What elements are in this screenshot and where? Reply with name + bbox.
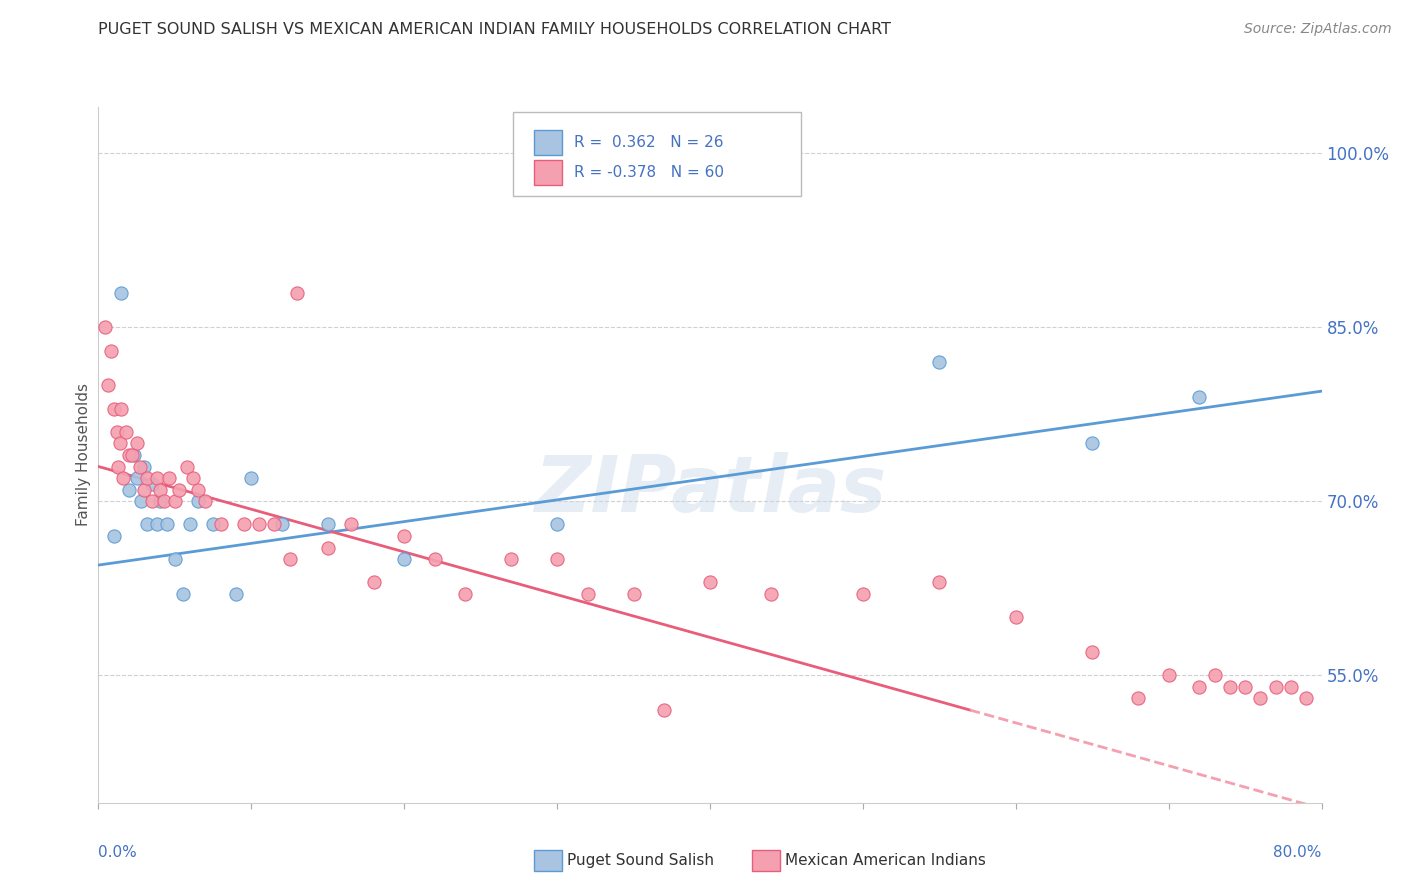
Point: [423, 552, 446, 566]
Point: [1295, 691, 1317, 706]
Point: [1264, 680, 1286, 694]
Point: [129, 494, 152, 508]
Point: [194, 494, 217, 508]
Point: [141, 476, 163, 491]
Point: [1188, 390, 1211, 404]
Point: [128, 459, 150, 474]
Point: [111, 471, 134, 485]
Point: [852, 587, 875, 601]
Point: [546, 517, 568, 532]
Point: [454, 587, 477, 601]
Text: Puget Sound Salish: Puget Sound Salish: [567, 854, 714, 868]
Point: [278, 552, 301, 566]
Point: [501, 552, 523, 566]
Point: [141, 494, 163, 508]
Point: [134, 459, 156, 474]
Point: [576, 587, 599, 601]
Point: [103, 401, 125, 416]
Point: [149, 483, 172, 497]
Point: [136, 471, 159, 485]
Point: [1204, 668, 1226, 682]
Text: ZIPatlas: ZIPatlas: [534, 451, 886, 528]
Point: [339, 517, 361, 532]
Point: [169, 483, 191, 497]
Point: [652, 703, 675, 717]
Point: [122, 448, 145, 462]
Point: [1188, 680, 1211, 694]
Point: [118, 483, 141, 497]
Point: [1250, 691, 1272, 706]
Point: [145, 517, 167, 532]
Point: [392, 529, 416, 543]
Point: [136, 517, 159, 532]
Point: [363, 575, 385, 590]
Point: [157, 471, 180, 485]
Point: [392, 552, 416, 566]
Text: 80.0%: 80.0%: [1274, 845, 1322, 860]
Point: [107, 459, 129, 474]
Point: [163, 494, 186, 508]
Point: [176, 459, 198, 474]
Point: [1081, 645, 1104, 659]
Point: [163, 552, 186, 566]
Point: [285, 285, 308, 300]
Point: [97, 378, 120, 392]
Point: [121, 448, 143, 462]
Point: [209, 517, 232, 532]
Point: [240, 471, 263, 485]
Point: [225, 587, 247, 601]
Point: [93, 320, 115, 334]
Point: [761, 587, 783, 601]
Point: [172, 587, 194, 601]
Text: Source: ZipAtlas.com: Source: ZipAtlas.com: [1244, 22, 1392, 37]
Point: [187, 494, 209, 508]
Point: [202, 517, 225, 532]
Point: [270, 517, 294, 532]
Point: [928, 575, 950, 590]
Text: R =  0.362   N = 26: R = 0.362 N = 26: [574, 135, 723, 150]
Point: [187, 483, 209, 497]
Point: [105, 425, 128, 439]
Point: [263, 517, 285, 532]
Point: [125, 471, 148, 485]
Point: [316, 541, 339, 555]
Point: [623, 587, 645, 601]
Text: PUGET SOUND SALISH VS MEXICAN AMERICAN INDIAN FAMILY HOUSEHOLDS CORRELATION CHAR: PUGET SOUND SALISH VS MEXICAN AMERICAN I…: [98, 22, 891, 37]
Point: [108, 436, 131, 450]
Point: [928, 355, 950, 369]
Point: [156, 517, 179, 532]
Point: [316, 517, 339, 532]
Point: [1157, 668, 1180, 682]
Point: [153, 494, 176, 508]
Point: [1279, 680, 1302, 694]
Text: R = -0.378   N = 60: R = -0.378 N = 60: [574, 165, 724, 180]
Point: [181, 471, 204, 485]
Point: [100, 343, 122, 358]
Point: [1004, 610, 1026, 624]
Point: [1128, 691, 1150, 706]
Point: [1234, 680, 1257, 694]
Point: [699, 575, 721, 590]
Point: [179, 517, 201, 532]
Point: [145, 471, 167, 485]
Point: [110, 285, 132, 300]
Point: [134, 483, 156, 497]
Point: [115, 425, 138, 439]
Y-axis label: Family Households: Family Households: [76, 384, 91, 526]
Text: 0.0%: 0.0%: [98, 845, 138, 860]
Point: [232, 517, 254, 532]
Point: [118, 448, 141, 462]
Point: [1081, 436, 1104, 450]
Point: [247, 517, 270, 532]
Point: [125, 436, 148, 450]
Point: [149, 494, 172, 508]
Text: Mexican American Indians: Mexican American Indians: [785, 854, 986, 868]
Point: [546, 552, 568, 566]
Point: [103, 529, 125, 543]
Point: [110, 401, 132, 416]
Point: [1219, 680, 1241, 694]
